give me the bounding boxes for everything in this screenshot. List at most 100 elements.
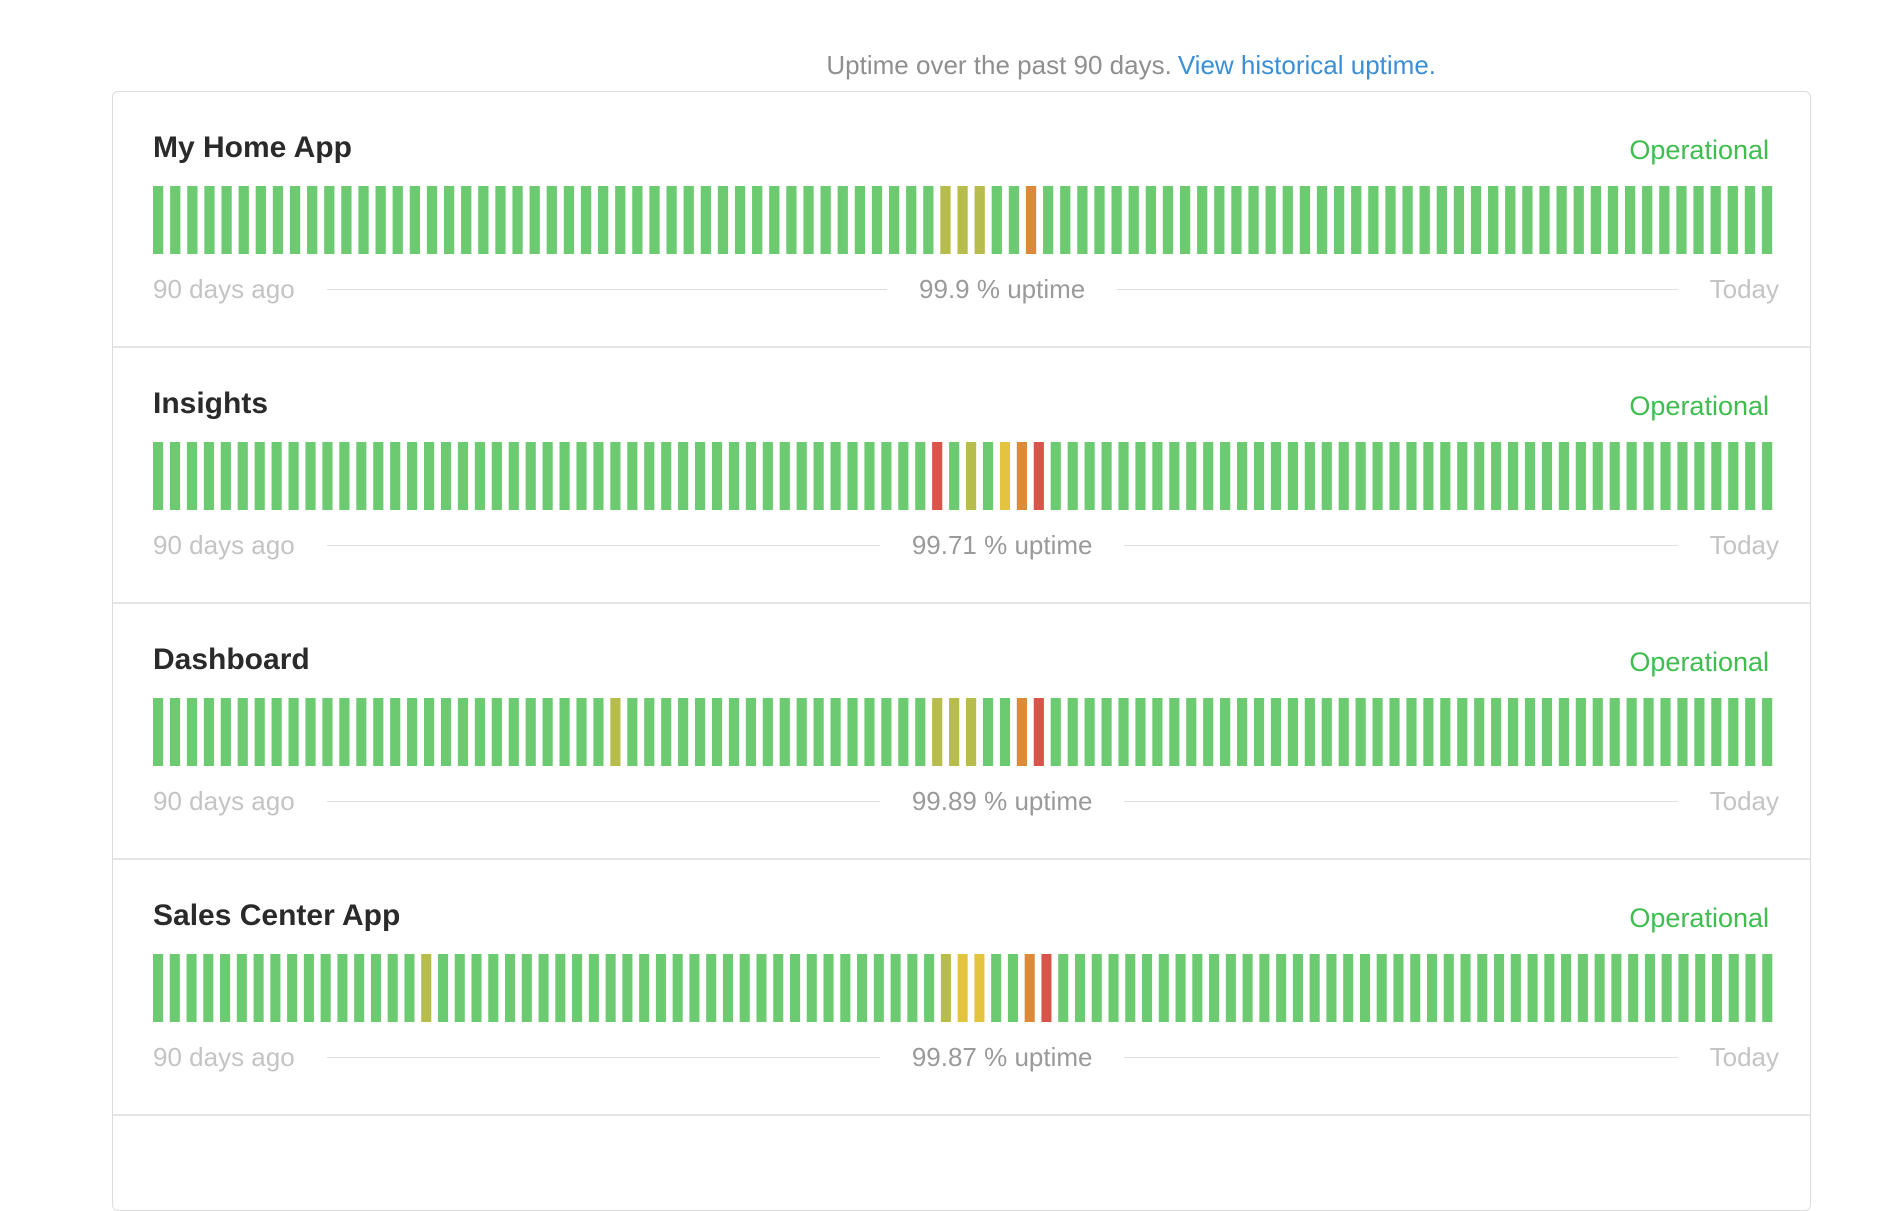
uptime-day-bar[interactable] bbox=[1169, 698, 1180, 766]
uptime-day-bar[interactable] bbox=[1539, 186, 1550, 254]
uptime-day-bar[interactable] bbox=[752, 186, 763, 254]
uptime-day-bar[interactable] bbox=[1074, 954, 1086, 1022]
uptime-day-bar[interactable] bbox=[1642, 186, 1653, 254]
uptime-day-bar[interactable] bbox=[1440, 442, 1451, 510]
uptime-day-bar[interactable] bbox=[1440, 698, 1451, 766]
uptime-day-bar[interactable] bbox=[546, 186, 557, 254]
uptime-day-bar[interactable] bbox=[253, 954, 264, 1022]
uptime-day-bar[interactable] bbox=[999, 442, 1011, 510]
uptime-day-bar[interactable] bbox=[1118, 442, 1129, 510]
uptime-day-bar[interactable] bbox=[324, 186, 335, 254]
uptime-day-bar[interactable] bbox=[457, 442, 469, 510]
uptime-day-bar[interactable] bbox=[1410, 954, 1421, 1022]
uptime-day-bar[interactable] bbox=[1695, 954, 1706, 1022]
uptime-day-bar[interactable] bbox=[779, 442, 790, 510]
uptime-day-bar[interactable] bbox=[303, 954, 314, 1022]
uptime-day-bar[interactable] bbox=[1276, 954, 1287, 1022]
uptime-day-bar[interactable] bbox=[907, 954, 918, 1022]
uptime-day-bar[interactable] bbox=[1343, 954, 1354, 1022]
uptime-day-bar[interactable] bbox=[1050, 442, 1061, 510]
uptime-day-bar[interactable] bbox=[803, 186, 814, 254]
uptime-day-bar[interactable] bbox=[354, 954, 365, 1022]
uptime-day-bar[interactable] bbox=[254, 698, 265, 766]
uptime-day-bar[interactable] bbox=[1033, 698, 1044, 766]
uptime-day-bar[interactable] bbox=[153, 698, 164, 766]
uptime-day-bar[interactable] bbox=[538, 954, 549, 1022]
uptime-day-bar[interactable] bbox=[307, 186, 318, 254]
uptime-day-bar[interactable] bbox=[1693, 186, 1704, 254]
uptime-day-bar[interactable] bbox=[1237, 698, 1248, 766]
uptime-day-bar[interactable] bbox=[1287, 442, 1298, 510]
uptime-day-bar[interactable] bbox=[1175, 954, 1186, 1022]
uptime-day-bar[interactable] bbox=[974, 954, 985, 1022]
uptime-day-bar[interactable] bbox=[1368, 186, 1379, 254]
uptime-day-bar[interactable] bbox=[1197, 186, 1208, 254]
uptime-day-bar[interactable] bbox=[915, 442, 926, 510]
uptime-day-bar[interactable] bbox=[786, 186, 797, 254]
uptime-day-bar[interactable] bbox=[170, 186, 181, 254]
uptime-day-bar[interactable] bbox=[271, 442, 282, 510]
uptime-day-bar[interactable] bbox=[390, 442, 401, 510]
uptime-day-bar[interactable] bbox=[1711, 954, 1723, 1022]
uptime-day-bar[interactable] bbox=[508, 442, 519, 510]
uptime-day-bar[interactable] bbox=[1084, 442, 1095, 510]
uptime-day-bar[interactable] bbox=[661, 698, 672, 766]
uptime-day-bar[interactable] bbox=[580, 186, 592, 254]
uptime-day-bar[interactable] bbox=[1436, 186, 1447, 254]
uptime-day-bar[interactable] bbox=[1008, 186, 1020, 254]
uptime-day-bar[interactable] bbox=[1590, 186, 1601, 254]
uptime-day-bar[interactable] bbox=[339, 698, 350, 766]
uptime-day-bar[interactable] bbox=[186, 442, 198, 510]
uptime-day-bar[interactable] bbox=[488, 954, 499, 1022]
uptime-day-bar[interactable] bbox=[320, 954, 331, 1022]
uptime-day-bar[interactable] bbox=[598, 186, 609, 254]
uptime-day-bar[interactable] bbox=[454, 954, 465, 1022]
uptime-day-bar[interactable] bbox=[1259, 954, 1270, 1022]
uptime-day-bar[interactable] bbox=[678, 442, 689, 510]
uptime-day-bar[interactable] bbox=[204, 186, 215, 254]
uptime-day-bar[interactable] bbox=[779, 698, 790, 766]
uptime-day-bar[interactable] bbox=[521, 954, 532, 1022]
uptime-day-bar[interactable] bbox=[974, 186, 985, 254]
uptime-day-bar[interactable] bbox=[644, 698, 655, 766]
uptime-day-bar[interactable] bbox=[1423, 442, 1434, 510]
uptime-day-bar[interactable] bbox=[1762, 442, 1773, 510]
uptime-day-bar[interactable] bbox=[1265, 186, 1276, 254]
uptime-day-bar[interactable] bbox=[1402, 186, 1413, 254]
uptime-day-bar[interactable] bbox=[203, 698, 214, 766]
uptime-day-bar[interactable] bbox=[576, 698, 587, 766]
uptime-day-bar[interactable] bbox=[649, 186, 660, 254]
uptime-day-bar[interactable] bbox=[1577, 954, 1588, 1022]
uptime-day-bar[interactable] bbox=[1744, 186, 1756, 254]
uptime-day-bar[interactable] bbox=[940, 954, 951, 1022]
uptime-day-bar[interactable] bbox=[1575, 442, 1586, 510]
uptime-day-bar[interactable] bbox=[1594, 954, 1605, 1022]
uptime-day-bar[interactable] bbox=[1016, 698, 1027, 766]
uptime-day-bar[interactable] bbox=[1058, 954, 1069, 1022]
uptime-day-bar[interactable] bbox=[717, 186, 729, 254]
uptime-day-bar[interactable] bbox=[769, 186, 780, 254]
uptime-day-bar[interactable] bbox=[186, 954, 197, 1022]
uptime-day-bar[interactable] bbox=[1304, 442, 1315, 510]
uptime-day-bar[interactable] bbox=[271, 698, 282, 766]
uptime-day-bar[interactable] bbox=[407, 698, 418, 766]
uptime-day-bar[interactable] bbox=[1474, 698, 1485, 766]
uptime-day-bar[interactable] bbox=[1711, 698, 1722, 766]
uptime-day-bar[interactable] bbox=[1094, 186, 1105, 254]
uptime-day-bar[interactable] bbox=[610, 442, 621, 510]
uptime-day-bar[interactable] bbox=[982, 698, 994, 766]
uptime-day-bar[interactable] bbox=[1385, 186, 1396, 254]
uptime-day-bar[interactable] bbox=[1025, 186, 1037, 254]
uptime-day-bar[interactable] bbox=[555, 954, 566, 1022]
uptime-day-bar[interactable] bbox=[1111, 186, 1122, 254]
uptime-day-bar[interactable] bbox=[830, 698, 841, 766]
uptime-day-bar[interactable] bbox=[888, 186, 900, 254]
uptime-day-bar[interactable] bbox=[1609, 698, 1620, 766]
uptime-day-bar[interactable] bbox=[1253, 442, 1265, 510]
uptime-day-bar[interactable] bbox=[1091, 954, 1102, 1022]
uptime-day-bar[interactable] bbox=[1558, 442, 1569, 510]
uptime-day-bar[interactable] bbox=[238, 186, 249, 254]
uptime-day-bar[interactable] bbox=[390, 698, 401, 766]
uptime-day-bar[interactable] bbox=[1024, 954, 1035, 1022]
uptime-day-bar[interactable] bbox=[1491, 698, 1502, 766]
